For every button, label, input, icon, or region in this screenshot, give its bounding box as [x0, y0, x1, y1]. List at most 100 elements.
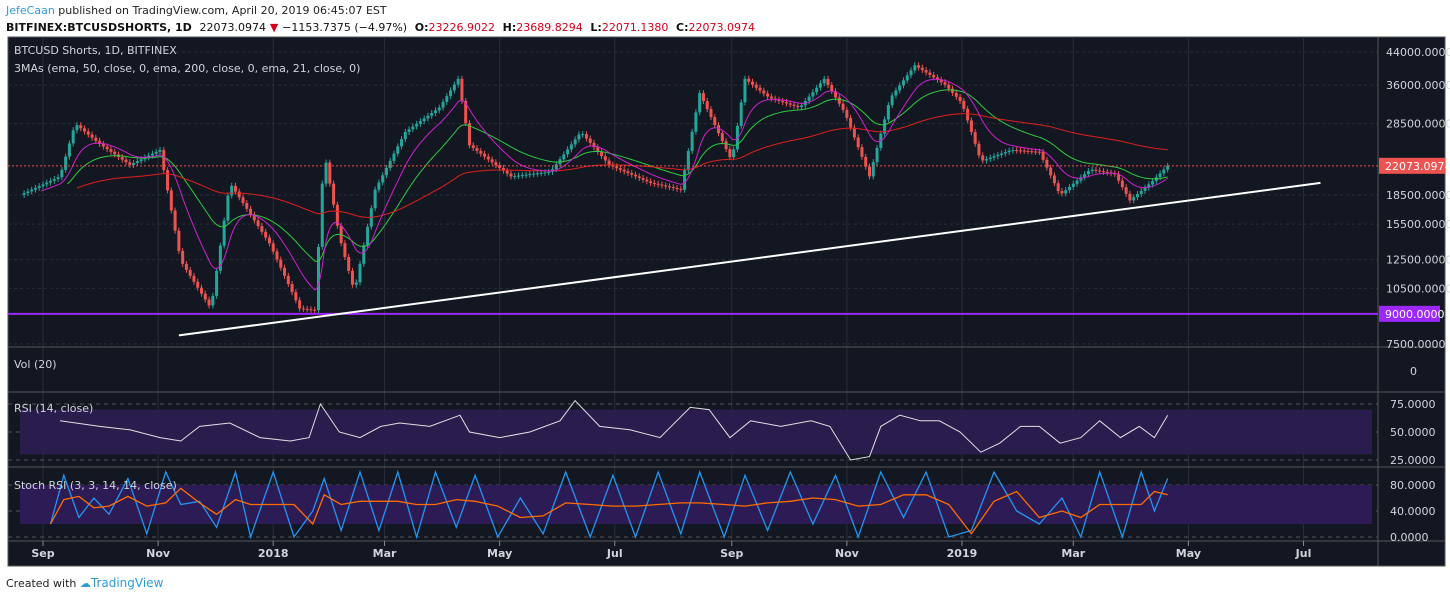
candle [543, 172, 547, 174]
candle [396, 146, 400, 154]
tradingview-link[interactable]: TradingView [90, 576, 164, 590]
candle [524, 174, 528, 176]
price-axis-label: 15500.0000 [1386, 218, 1450, 231]
candle [75, 125, 79, 131]
published-text: published on TradingView.com, April 20, … [58, 4, 387, 17]
candle [600, 151, 604, 157]
candle [890, 95, 894, 106]
candle [37, 186, 41, 188]
volume-pane-title: Vol (20) [14, 358, 57, 371]
candle [781, 101, 785, 103]
candle [33, 187, 37, 190]
candle [603, 156, 607, 161]
candle [630, 173, 634, 175]
candle [317, 246, 321, 311]
candle [200, 287, 204, 294]
candle [966, 108, 970, 121]
candle [1052, 175, 1056, 184]
candle [1094, 169, 1098, 171]
candle [656, 183, 660, 185]
candle [286, 275, 290, 285]
candle [1045, 159, 1049, 168]
candle [1041, 152, 1045, 160]
stoch-rsi-pane-title: Stoch RSI (3, 3, 14, 14, close) [14, 479, 177, 492]
stoch-d-line [49, 487, 1168, 535]
candle [113, 151, 117, 155]
candle [218, 245, 222, 271]
candle [694, 112, 698, 132]
candle [528, 174, 532, 176]
rsi-pane-title: RSI (14, close) [14, 402, 93, 415]
candle [573, 139, 577, 145]
candle [105, 146, 109, 150]
low-label: L: [590, 21, 602, 34]
candle [784, 102, 788, 104]
candle [215, 270, 219, 296]
candle [150, 153, 154, 156]
candle [822, 78, 826, 84]
candle [652, 182, 656, 184]
candle [437, 107, 441, 111]
candle [935, 77, 939, 80]
author-link[interactable]: JefeCaan [6, 4, 55, 17]
price-axis-label: 28500.0000 [1386, 118, 1450, 131]
candle [886, 105, 890, 120]
candle [698, 93, 702, 113]
candle [79, 125, 83, 129]
price-axis-label: 10500.0000 [1386, 282, 1450, 295]
candle [320, 183, 324, 247]
candle [226, 195, 230, 221]
candle [1151, 181, 1155, 185]
candle [569, 144, 573, 150]
candle [162, 149, 166, 171]
candle [418, 121, 422, 124]
indicator-axis-label: 75.0000 [1390, 398, 1436, 411]
candle [1117, 174, 1121, 181]
candle [71, 130, 75, 144]
candle [894, 90, 898, 96]
high-value: 23689.8294 [516, 21, 583, 34]
candle [520, 175, 524, 177]
candle [1162, 169, 1166, 174]
candle [1056, 183, 1060, 192]
price-change: −1153.7375 (−4.97%) [282, 21, 408, 34]
candle [667, 186, 671, 188]
candle [332, 183, 336, 205]
candle [818, 83, 822, 88]
candle [313, 309, 317, 311]
price-axis-label: 7500.0000 [1386, 338, 1446, 351]
candle [1037, 151, 1041, 153]
candle [626, 171, 630, 174]
candle [1034, 151, 1038, 153]
time-axis-label: Nov [146, 547, 171, 560]
candle [720, 133, 724, 142]
stoch-band [20, 485, 1372, 524]
candle [709, 109, 713, 118]
candle [211, 295, 215, 306]
candle [532, 173, 536, 175]
candle [513, 175, 517, 177]
candle [45, 182, 49, 185]
candle [1030, 151, 1034, 153]
open-label: O: [414, 21, 429, 34]
candle [701, 93, 705, 102]
candle [954, 92, 958, 97]
candle [1120, 180, 1124, 188]
candle [350, 270, 354, 285]
last-price-label: 22073.0974 [1385, 160, 1450, 173]
trendline [178, 181, 1321, 337]
candle [898, 85, 902, 91]
time-axis-label: Nov [835, 547, 860, 560]
candle [1139, 190, 1143, 195]
candle [1071, 183, 1075, 187]
candle [384, 168, 388, 176]
candle [766, 93, 770, 97]
candle [1064, 190, 1068, 194]
candle [494, 162, 498, 166]
candle [1143, 187, 1147, 191]
candle [147, 155, 151, 158]
candle [377, 182, 381, 190]
candle [622, 169, 626, 172]
candle [407, 129, 411, 132]
